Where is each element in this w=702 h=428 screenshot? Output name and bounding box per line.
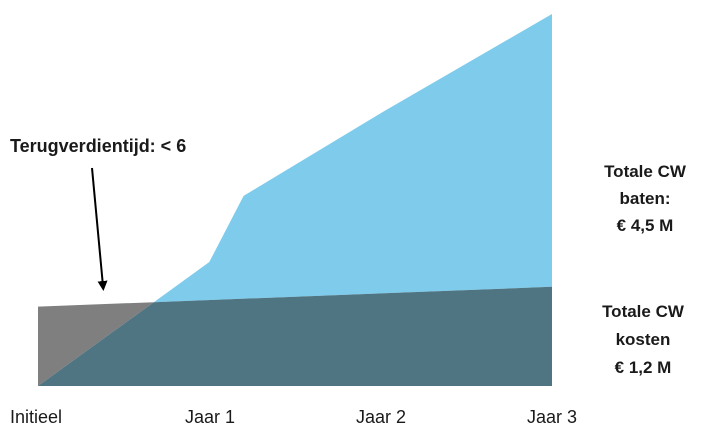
kosten-label-line-3: € 1,2 M [615, 358, 672, 377]
baten-label-line-1: Totale CW [604, 162, 687, 181]
x-tick-jaar-3: Jaar 3 [527, 407, 577, 427]
kosten-label-line-2: kosten [616, 330, 671, 349]
kosten-label-line-1: Totale CW [602, 302, 685, 321]
area-baten [153, 14, 553, 303]
baten-label-line-3: € 4,5 M [617, 216, 674, 235]
x-tick-initieel: Initieel [10, 407, 62, 427]
area-overlap [38, 286, 552, 386]
x-tick-jaar-1: Jaar 1 [185, 407, 235, 427]
x-tick-jaar-2: Jaar 2 [356, 407, 406, 427]
baten-label-line-2: baten: [620, 189, 671, 208]
baten-label: Totale CW baten: € 4,5 M [604, 162, 687, 235]
annotation-label: Terugverdientijd: < 6 [10, 136, 186, 156]
annotation-arrow [91, 167, 108, 291]
kosten-label: Totale CW kosten € 1,2 M [602, 302, 685, 377]
